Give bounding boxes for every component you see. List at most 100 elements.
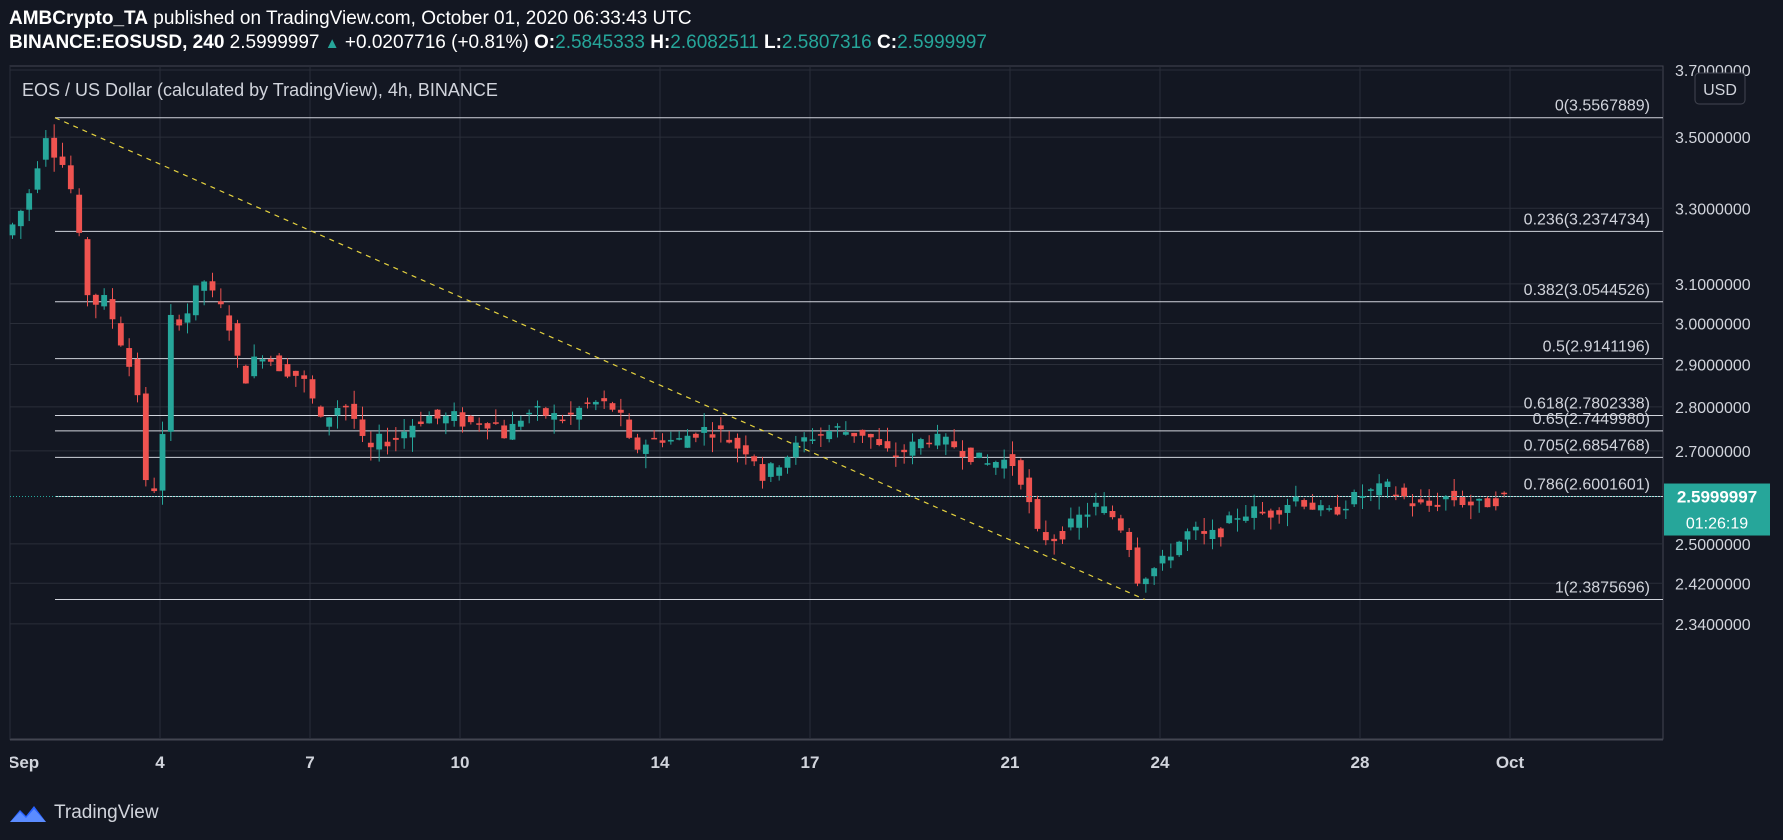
candle-body <box>1234 518 1241 520</box>
candle-body <box>1467 501 1474 506</box>
candle <box>1234 508 1241 532</box>
candle-body <box>534 406 541 408</box>
candle-body <box>1109 510 1116 518</box>
candle <box>84 236 91 307</box>
candle <box>117 316 124 347</box>
candle <box>734 433 741 463</box>
candle <box>676 431 683 441</box>
time-axis[interactable]: Sep 4 7 10 14 17 21 24 28 Oct <box>8 753 1525 772</box>
candle-body <box>184 313 191 323</box>
candle-body <box>526 412 533 415</box>
candle <box>817 427 824 447</box>
candle-body <box>334 407 341 416</box>
candle <box>1126 527 1133 558</box>
candle-body <box>1326 508 1333 510</box>
candle-body <box>176 319 183 326</box>
candle-body <box>592 401 599 405</box>
candle-body <box>1334 506 1341 515</box>
candle <box>584 397 591 409</box>
tradingview-logo-icon[interactable] <box>8 802 48 824</box>
candle-body <box>1017 460 1024 485</box>
candle <box>809 428 816 444</box>
y-tick-label: 3.0000000 <box>1675 317 1751 334</box>
candle <box>801 432 808 453</box>
last-price-line: 2.5999997 01:26:19 <box>10 483 1770 536</box>
candle <box>51 124 58 172</box>
candle <box>1376 474 1383 510</box>
candle-body <box>717 425 724 430</box>
fib-retracement[interactable]: 0(3.5567889) 0.236(3.2374734) 0.382(3.0544… <box>55 98 1663 601</box>
trend-line[interactable] <box>54 117 1146 601</box>
candle-body <box>284 364 291 377</box>
candle-body <box>992 462 999 468</box>
candle-body <box>951 441 958 448</box>
candle <box>1134 537 1141 587</box>
candle-body <box>1142 578 1149 585</box>
x-tick-label: 17 <box>801 753 820 772</box>
last-price-badge[interactable] <box>1664 483 1770 536</box>
candle-body <box>826 430 833 440</box>
candle <box>659 433 666 448</box>
candle-body <box>1459 497 1466 506</box>
candle <box>992 460 999 475</box>
close-value: 2.5999997 <box>897 32 987 53</box>
candle-body <box>59 156 66 165</box>
candle <box>759 456 766 489</box>
candle-body <box>1242 516 1249 521</box>
candle-body <box>626 419 633 438</box>
candle-body <box>726 439 733 443</box>
candle <box>226 305 233 341</box>
publisher-name[interactable]: AMBCrypto_TA <box>9 8 148 29</box>
symbol-label[interactable]: BINANCE:EOSUSD, 240 <box>9 32 225 53</box>
candle <box>59 142 66 168</box>
candle <box>1384 478 1391 498</box>
y-tick-label: 2.3400000 <box>1675 617 1751 634</box>
candle-body <box>517 420 524 427</box>
price-axis[interactable]: 3.70000003.50000003.30000003.10000003.00… <box>1675 63 1751 634</box>
candle-body <box>734 437 741 449</box>
candle <box>1209 519 1216 550</box>
candle-body <box>776 467 783 476</box>
tradingview-brand[interactable]: TradingView <box>54 802 159 823</box>
candle-body <box>351 403 358 419</box>
candle-body <box>1192 526 1199 531</box>
candle <box>359 406 366 443</box>
candle-body <box>1209 529 1216 540</box>
candle <box>1184 528 1191 552</box>
candle-body <box>1042 532 1049 541</box>
candle <box>559 414 566 424</box>
candle-body <box>1176 541 1183 556</box>
candle-body <box>551 413 558 420</box>
candle <box>742 435 749 465</box>
candle-body <box>1501 492 1508 495</box>
candle <box>984 454 991 466</box>
candle-body <box>92 294 99 305</box>
candle-body <box>976 452 983 458</box>
candle <box>692 432 699 443</box>
trend-line-segment[interactable] <box>54 117 1146 601</box>
candle-body <box>217 301 224 305</box>
candle-body <box>1151 568 1158 577</box>
candle-body <box>51 137 58 158</box>
candle-body <box>501 425 508 439</box>
candle-body <box>1034 499 1041 529</box>
candle-body <box>1009 454 1016 466</box>
x-tick-label: Oct <box>1496 753 1525 772</box>
candle-body <box>9 224 16 236</box>
candle-body <box>567 412 574 415</box>
candle <box>342 404 349 421</box>
publish-line: AMBCrypto_TA published on TradingView.co… <box>9 7 987 31</box>
candle <box>592 400 599 411</box>
candle <box>642 439 649 469</box>
candle-body <box>1276 510 1283 515</box>
candle <box>567 401 574 425</box>
bar-countdown: 01:26:19 <box>1686 516 1748 533</box>
candle <box>601 390 608 409</box>
candle <box>267 355 274 367</box>
candle-body <box>584 402 591 404</box>
candle-body <box>1417 499 1424 503</box>
candle <box>1442 495 1449 511</box>
candle <box>1326 505 1333 512</box>
currency-button[interactable]: USD <box>1694 72 1746 105</box>
